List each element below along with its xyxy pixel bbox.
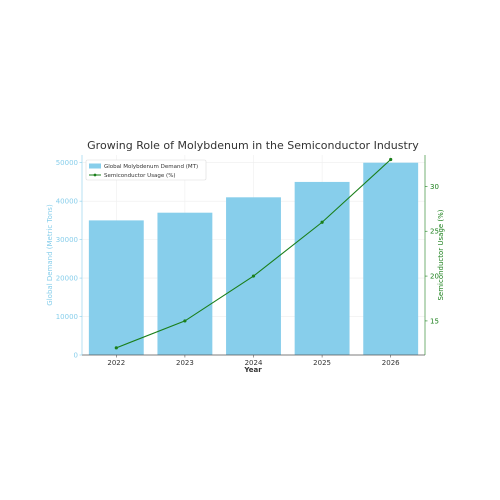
x-tick-label: 2022 (107, 359, 125, 367)
legend-box (85, 159, 207, 181)
usage-line-group (114, 157, 393, 350)
left-tick-label: 40000 (56, 198, 78, 206)
x-tick-label: 2026 (382, 359, 400, 367)
legend-swatch-bar (89, 163, 101, 169)
left-tick-label: 50000 (56, 159, 78, 167)
left-tick-label: 0 (74, 351, 78, 359)
bar-2025 (294, 181, 350, 355)
x-ticks: 2022 2023 2024 2025 2026 (107, 355, 400, 367)
usage-point-2022 (114, 346, 118, 350)
left-y-axis-label: Global Demand (Metric Tons) (46, 204, 54, 306)
x-tick-label: 2024 (245, 359, 263, 367)
right-y-ticks: 15 20 25 30 (425, 183, 439, 325)
bars (88, 162, 419, 355)
left-tick-label: 10000 (56, 313, 78, 321)
bar-2026 (363, 162, 419, 355)
right-tick-label: 30 (430, 183, 439, 191)
usage-point-2024 (251, 274, 256, 278)
right-y-axis-label: Semiconductor Usage (%) (437, 209, 445, 300)
left-tick-label: 20000 (56, 274, 78, 282)
usage-point-2025 (320, 220, 324, 224)
right-tick-label: 20 (430, 272, 439, 280)
right-tick-label: 25 (430, 228, 439, 236)
bar-2022 (88, 220, 144, 355)
usage-point-2023 (183, 319, 187, 323)
chart-title: Growing Role of Molybdenum in the Semico… (87, 139, 419, 152)
legend-label-line: Semiconductor Usage (%) (104, 173, 176, 179)
left-y-ticks: 0 10000 20000 30000 40000 50000 (56, 159, 82, 359)
bar-2023 (157, 212, 213, 355)
left-tick-label: 30000 (56, 236, 78, 244)
x-axis-label: Year (243, 366, 262, 374)
legend-label-bar: Global Molybdenum Demand (MT) (104, 164, 198, 170)
right-tick-label: 15 (430, 317, 439, 325)
legend: Global Molybdenum Demand (MT) Semiconduc… (85, 159, 207, 181)
legend-swatch-marker (93, 173, 97, 177)
x-tick-label: 2023 (176, 359, 194, 367)
x-tick-label: 2025 (313, 359, 331, 367)
usage-point-2026 (389, 157, 393, 162)
